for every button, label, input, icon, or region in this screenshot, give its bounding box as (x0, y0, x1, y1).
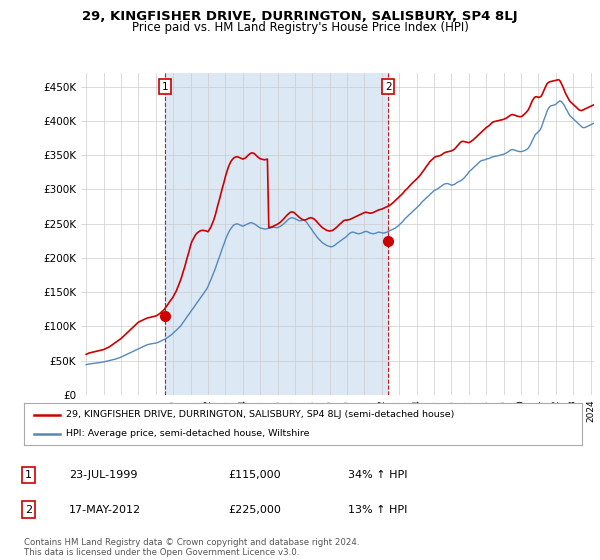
Text: 1: 1 (25, 470, 32, 480)
Text: £115,000: £115,000 (228, 470, 281, 480)
Bar (166, 73, 388, 395)
Text: 29, KINGFISHER DRIVE, DURRINGTON, SALISBURY, SP4 8LJ: 29, KINGFISHER DRIVE, DURRINGTON, SALISB… (82, 10, 518, 22)
Text: £225,000: £225,000 (228, 505, 281, 515)
Text: HPI: Average price, semi-detached house, Wiltshire: HPI: Average price, semi-detached house,… (66, 430, 310, 438)
Text: 2: 2 (25, 505, 32, 515)
Text: 2: 2 (385, 82, 392, 91)
Text: Price paid vs. HM Land Registry's House Price Index (HPI): Price paid vs. HM Land Registry's House … (131, 21, 469, 34)
Text: 34% ↑ HPI: 34% ↑ HPI (348, 470, 407, 480)
Text: Contains HM Land Registry data © Crown copyright and database right 2024.
This d: Contains HM Land Registry data © Crown c… (24, 538, 359, 557)
Text: 29, KINGFISHER DRIVE, DURRINGTON, SALISBURY, SP4 8LJ (semi-detached house): 29, KINGFISHER DRIVE, DURRINGTON, SALISB… (66, 410, 454, 419)
Text: 23-JUL-1999: 23-JUL-1999 (69, 470, 137, 480)
Text: 13% ↑ HPI: 13% ↑ HPI (348, 505, 407, 515)
Text: 17-MAY-2012: 17-MAY-2012 (69, 505, 141, 515)
Text: 1: 1 (162, 82, 169, 91)
